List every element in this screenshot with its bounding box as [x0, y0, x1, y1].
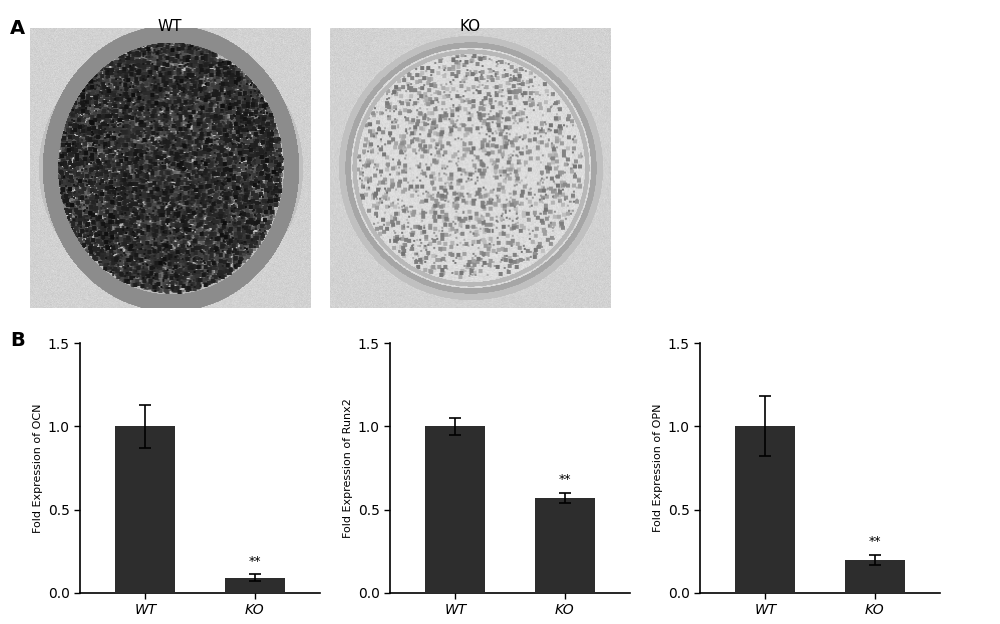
Bar	[425, 426, 485, 593]
Y-axis label: Fold Expression of OCN: Fold Expression of OCN	[33, 403, 43, 533]
Y-axis label: Fold Expression of OPN: Fold Expression of OPN	[653, 404, 663, 532]
Text: WT: WT	[158, 19, 182, 34]
Text: B: B	[10, 331, 25, 349]
Text: **: **	[558, 473, 571, 486]
Bar	[225, 578, 285, 593]
Bar	[845, 560, 905, 593]
Text: KO: KO	[459, 19, 481, 34]
Bar	[115, 426, 175, 593]
Bar	[735, 426, 795, 593]
Bar	[535, 498, 595, 593]
Text: **: **	[868, 535, 881, 548]
Text: **: **	[248, 555, 261, 568]
Text: A: A	[10, 19, 25, 37]
Y-axis label: Fold Expression of Runx2: Fold Expression of Runx2	[343, 398, 353, 538]
